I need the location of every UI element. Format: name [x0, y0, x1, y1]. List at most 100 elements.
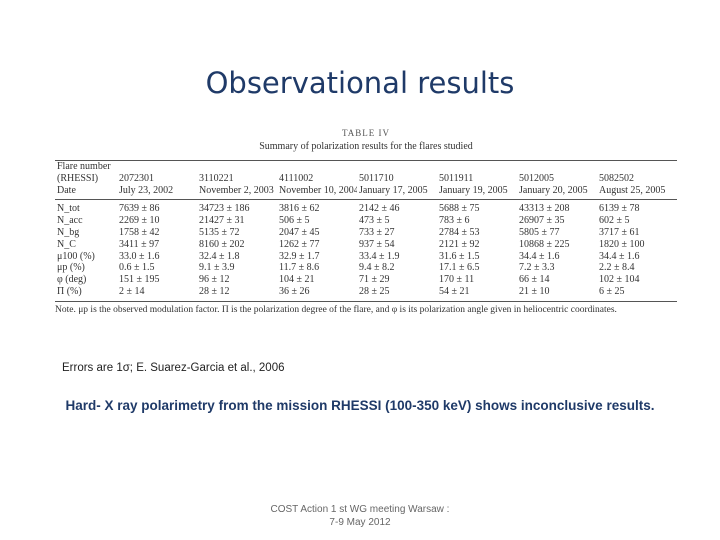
table-cell: 28 ± 12 — [199, 285, 230, 297]
table-row: N_acc 2269 ± 10 21427 ± 31 506 ± 5 473 ± 5 78… — [55, 215, 677, 227]
table-row: N_bg 1758 ± 42 5135 ± 72 2047 ± 45 733 ± 27 2… — [55, 227, 677, 239]
table-cell: 26907 ± 35 — [519, 215, 565, 227]
flare-number-cell: 2072301 — [119, 172, 154, 184]
row-label: N_bg — [57, 226, 80, 238]
table-cell: 2142 ± 46 — [359, 203, 400, 215]
summary-statement: Hard- X ray polarimetry from the mission… — [65, 398, 655, 413]
header-cell: Date — [57, 184, 76, 196]
date-cell: November 10, 2004 — [279, 184, 357, 196]
table-cell: 11.7 ± 8.6 — [279, 262, 320, 274]
table-cell: 5688 ± 75 — [439, 203, 480, 215]
table-cell: 2784 ± 53 — [439, 226, 480, 238]
table-row: μp (%) 0.6 ± 1.5 9.1 ± 3.9 11.7 ± 8.6 9.4 ± … — [55, 262, 677, 274]
table-label: TABLE IV — [341, 128, 391, 138]
table-row: φ (deg) 151 ± 195 96 ± 12 104 ± 21 71 ± 29 17… — [55, 274, 677, 286]
date-cell: August 25, 2005 — [599, 184, 666, 196]
header-cell: Flare number — [57, 161, 111, 172]
flare-number-cell: 5011710 — [359, 172, 394, 184]
footer-line-1: COST Action 1 st WG meeting Warsaw : — [270, 504, 450, 515]
header-cell: (RHESSI) — [57, 172, 99, 184]
table-cell: 3816 ± 62 — [279, 203, 320, 215]
table-row: N_tot 7639 ± 86 34723 ± 186 3816 ± 62 2142 ±… — [55, 203, 677, 215]
polarization-table-body: N_tot 7639 ± 86 34723 ± 186 3816 ± 62 2142 ±… — [55, 203, 677, 297]
row-label: N_C — [57, 238, 76, 250]
table-cell: 34.4 ± 1.6 — [519, 250, 560, 262]
header-row-rhessi: (RHESSI) 2072301 3110221 4111002 5011710… — [55, 173, 677, 185]
table-header-rule — [55, 199, 677, 201]
table-cell: 6139 ± 78 — [599, 203, 640, 215]
table-row: N_C 3411 ± 97 8160 ± 202 1262 ± 77 937 ± 54 2… — [55, 239, 677, 251]
date-cell: July 23, 2002 — [119, 184, 174, 196]
table-cell: 33.0 ± 1.6 — [119, 250, 160, 262]
polarization-table: Flare number (RHESSI) 2072301 3110221 41… — [55, 161, 677, 196]
date-cell: January 20, 2005 — [519, 184, 588, 196]
table-cell: 5805 ± 77 — [519, 226, 560, 238]
footer-line-2: 7-9 May 2012 — [329, 517, 391, 528]
date-cell: January 17, 2005 — [359, 184, 428, 196]
table-cell: 937 ± 54 — [359, 238, 395, 250]
table-cell: 783 ± 6 — [439, 215, 470, 227]
flare-number-cell: 5011911 — [439, 172, 474, 184]
table-cell: 21427 ± 31 — [199, 215, 245, 227]
date-cell: November 2, 2003 — [199, 184, 274, 196]
table-cell: 10868 ± 225 — [519, 238, 570, 250]
table-bottom-rule — [55, 300, 677, 302]
table-cell: 1262 ± 77 — [279, 238, 320, 250]
table-cell: 102 ± 104 — [599, 274, 640, 286]
table-cell: 151 ± 195 — [119, 274, 160, 286]
table-top-rule — [55, 160, 677, 161]
table-cell: 506 ± 5 — [279, 215, 310, 227]
table-cell: 28 ± 25 — [359, 285, 390, 297]
table-cell: 31.6 ± 1.5 — [439, 250, 480, 262]
table-cell: 473 ± 5 — [359, 215, 390, 227]
table-cell: 17.1 ± 6.5 — [439, 262, 480, 274]
table-cell: 104 ± 21 — [279, 274, 315, 286]
table-cell: 7639 ± 86 — [119, 203, 160, 215]
table-cell: 32.4 ± 1.8 — [199, 250, 240, 262]
slide-title: Observational results — [205, 66, 515, 100]
table-row: Π (%) 2 ± 14 28 ± 12 36 ± 26 28 ± 25 54 ± 21 2… — [55, 286, 677, 298]
table-cell: 2047 ± 45 — [279, 226, 320, 238]
table-cell: 9.1 ± 3.9 — [199, 262, 235, 274]
table-cell: 6 ± 25 — [599, 285, 625, 297]
table-cell: 66 ± 14 — [519, 274, 550, 286]
row-label: Π (%) — [57, 285, 82, 297]
row-label: μ100 (%) — [57, 250, 95, 262]
header-row-date: Date July 23, 2002 November 2, 2003 Nove… — [55, 185, 677, 197]
flare-number-cell: 5012005 — [519, 172, 554, 184]
row-label: φ (deg) — [57, 274, 87, 286]
table-cell: 2 ± 14 — [119, 285, 145, 297]
table-cell: 43313 ± 208 — [519, 203, 570, 215]
table-note: Note. μp is the observed modulation fact… — [55, 304, 617, 315]
header-row-flare-number: Flare number — [55, 161, 677, 173]
table-cell: 8160 ± 202 — [199, 238, 245, 250]
table-cell: 3717 ± 61 — [599, 226, 640, 238]
table-cell: 34.4 ± 1.6 — [599, 250, 640, 262]
table-cell: 3411 ± 97 — [119, 238, 160, 250]
table-caption: Summary of polarization results for the … — [259, 141, 473, 152]
flare-number-cell: 5082502 — [599, 172, 634, 184]
table-cell: 1758 ± 42 — [119, 226, 160, 238]
table-cell: 32.9 ± 1.7 — [279, 250, 320, 262]
table-cell: 602 ± 5 — [599, 215, 630, 227]
table-cell: 21 ± 10 — [519, 285, 550, 297]
footer: COST Action 1 st WG meeting Warsaw : 7-9… — [0, 503, 720, 529]
flare-number-cell: 4111002 — [279, 172, 314, 184]
table-cell: 170 ± 11 — [439, 274, 475, 286]
table-cell: 0.6 ± 1.5 — [119, 262, 155, 274]
table-cell: 71 ± 29 — [359, 274, 390, 286]
table-cell: 54 ± 21 — [439, 285, 470, 297]
table-cell: 1820 ± 100 — [599, 238, 645, 250]
table-cell: 2269 ± 10 — [119, 215, 160, 227]
table-cell: 7.2 ± 3.3 — [519, 262, 555, 274]
table-cell: 96 ± 12 — [199, 274, 230, 286]
polarization-table-figure: TABLE IV Summary of polarization results… — [55, 128, 677, 315]
flare-number-cell: 3110221 — [199, 172, 234, 184]
table-cell: 36 ± 26 — [279, 285, 310, 297]
table-cell: 9.4 ± 8.2 — [359, 262, 395, 274]
table-cell: 33.4 ± 1.9 — [359, 250, 400, 262]
table-cell: 5135 ± 72 — [199, 226, 240, 238]
row-label: N_tot — [57, 203, 80, 215]
table-cell: 2.2 ± 8.4 — [599, 262, 635, 274]
table-row: μ100 (%) 33.0 ± 1.6 32.4 ± 1.8 32.9 ± 1.7 33… — [55, 251, 677, 263]
